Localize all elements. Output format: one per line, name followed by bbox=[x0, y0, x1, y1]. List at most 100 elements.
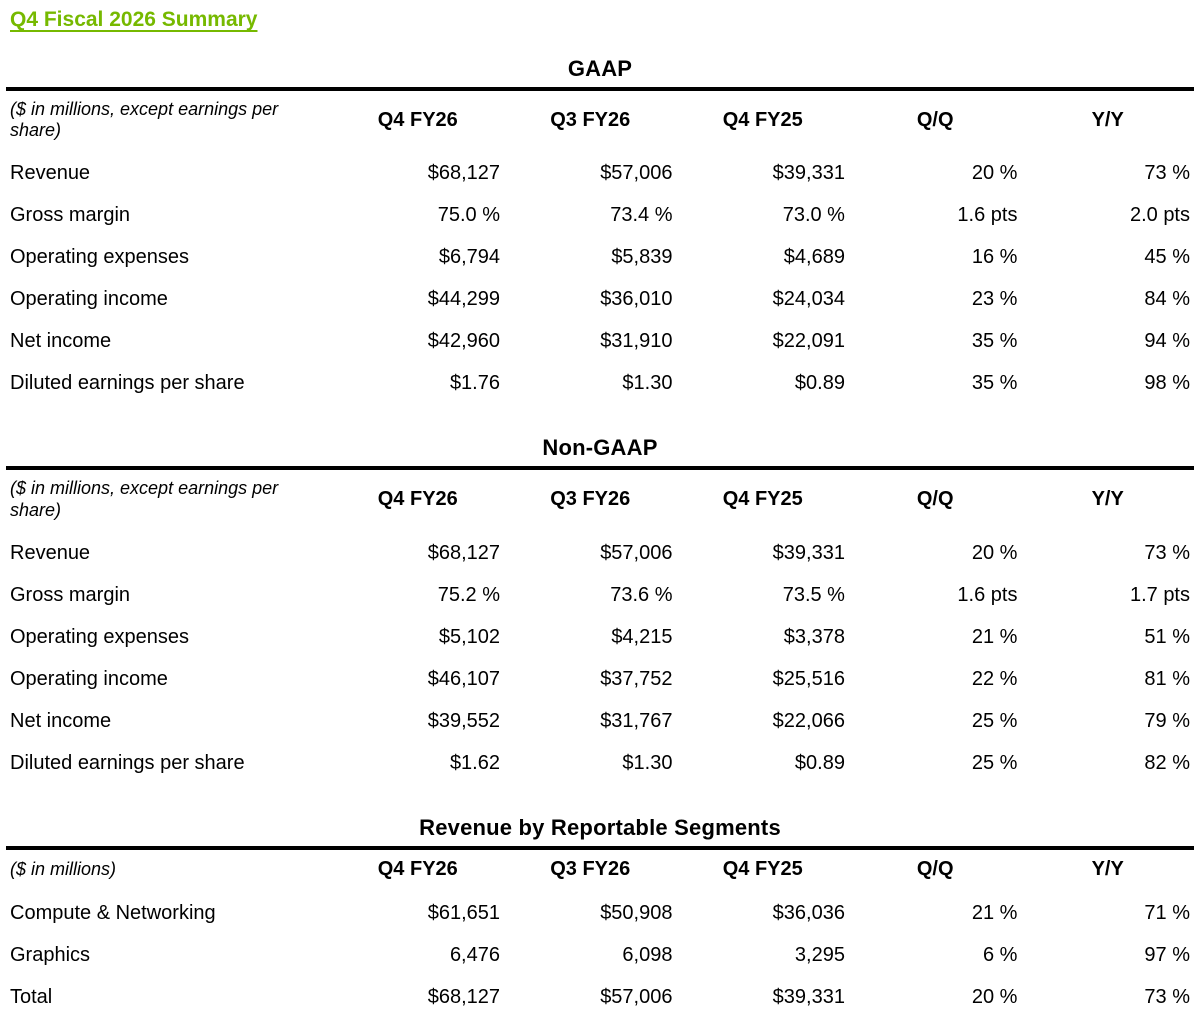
cell-value: 35 % bbox=[971, 330, 1018, 353]
cell-value: $4,689 bbox=[783, 246, 845, 269]
cell-value: $39,331 bbox=[772, 162, 845, 185]
cell-value: 20 % bbox=[971, 985, 1018, 1008]
cell-value: 45 % bbox=[1144, 246, 1190, 269]
cell-value: $50,908 bbox=[600, 901, 673, 924]
cell-value: $57,006 bbox=[600, 541, 673, 564]
cell-value: 73.0 % bbox=[782, 204, 845, 227]
cell-value: $4,215 bbox=[611, 625, 673, 648]
cell-value: $0.89 bbox=[794, 751, 845, 774]
cell-value: 73.5 % bbox=[782, 583, 845, 606]
table-row: Gross margin 75.2 % 73.6 % 73.5 % 1.6 pts 1.7… bbox=[6, 575, 1194, 617]
cell-value: 16 % bbox=[971, 246, 1018, 269]
cell-value: 98 % bbox=[1144, 372, 1190, 395]
column-header-q4-fy25: Q4 FY25 bbox=[722, 488, 803, 511]
page-title-link[interactable]: Q4 Fiscal 2026 Summary bbox=[10, 8, 258, 31]
cell-value: $1.30 bbox=[622, 751, 673, 774]
column-header-q3-fy26: Q3 FY26 bbox=[550, 108, 631, 131]
cell-value: $37,752 bbox=[600, 667, 673, 690]
cell-value: 97 % bbox=[1144, 943, 1190, 966]
cell-value: 6 % bbox=[982, 943, 1018, 966]
cell-value: 79 % bbox=[1144, 709, 1190, 732]
cell-value: 75.0 % bbox=[437, 204, 500, 227]
cell-value: $3,378 bbox=[783, 625, 845, 648]
table-title: GAAP bbox=[567, 56, 633, 81]
cell-value: 71 % bbox=[1144, 901, 1190, 924]
cell-value: 73 % bbox=[1144, 162, 1190, 185]
column-header-q-q: Q/Q bbox=[916, 488, 954, 511]
cell-value: $42,960 bbox=[427, 330, 500, 353]
row-label: Operating expenses bbox=[10, 625, 190, 648]
cell-value: 6,476 bbox=[449, 943, 500, 966]
cell-value: 6,098 bbox=[622, 943, 673, 966]
table-gaap: GAAP ($ in millions, except earnings per… bbox=[6, 56, 1194, 405]
table-body: Revenue $68,127 $57,006 $39,331 20 % 73 % Gros… bbox=[6, 533, 1194, 785]
column-header-y-y: Y/Y bbox=[1091, 857, 1124, 880]
cell-value: 73.4 % bbox=[610, 204, 673, 227]
row-label: Diluted earnings per share bbox=[10, 751, 245, 774]
cell-value: $44,299 bbox=[427, 288, 500, 311]
cell-value: $46,107 bbox=[427, 667, 500, 690]
table-row: Net income $42,960 $31,910 $22,091 35 % 94 % bbox=[6, 321, 1194, 363]
cell-value: $6,794 bbox=[438, 246, 500, 269]
cell-value: $36,036 bbox=[772, 901, 845, 924]
cell-value: $36,010 bbox=[600, 288, 673, 311]
section-divider bbox=[6, 87, 1194, 91]
data-table: ($ in millions, except earnings per shar… bbox=[6, 91, 1194, 405]
cell-value: $57,006 bbox=[600, 985, 673, 1008]
cell-value: $22,091 bbox=[772, 330, 845, 353]
data-table: ($ in millions, except earnings per shar… bbox=[6, 470, 1194, 784]
column-header-q-q: Q/Q bbox=[916, 857, 954, 880]
row-label: Compute & Networking bbox=[10, 901, 216, 924]
unit-note: ($ in millions) bbox=[10, 858, 117, 879]
data-table: ($ in millions) Q4 FY26 Q3 FY26 Q4 FY25 Q/Q… bbox=[6, 850, 1194, 1019]
table-title: Non-GAAP bbox=[542, 435, 658, 461]
table-row: Operating income $44,299 $36,010 $24,034 23 … bbox=[6, 279, 1194, 321]
cell-value: $22,066 bbox=[772, 709, 845, 732]
cell-value: 3,295 bbox=[794, 943, 845, 966]
cell-value: 25 % bbox=[971, 709, 1018, 732]
column-header-q4-fy25: Q4 FY25 bbox=[722, 857, 803, 880]
cell-value: $1.30 bbox=[622, 372, 673, 395]
table-non-gaap: Non-GAAP ($ in millions, except earnings… bbox=[6, 435, 1194, 784]
cell-value: $39,331 bbox=[772, 985, 845, 1008]
cell-value: 23 % bbox=[971, 288, 1018, 311]
header-row: ($ in millions) Q4 FY26 Q3 FY26 Q4 FY25 Q/Q… bbox=[6, 850, 1194, 893]
cell-value: 1.6 pts bbox=[957, 204, 1018, 227]
cell-value: $0.89 bbox=[794, 372, 845, 395]
cell-value: 51 % bbox=[1144, 625, 1190, 648]
cell-value: 22 % bbox=[971, 667, 1018, 690]
cell-value: $57,006 bbox=[600, 162, 673, 185]
row-label: Net income bbox=[10, 330, 112, 353]
cell-value: 21 % bbox=[971, 625, 1018, 648]
cell-value: 94 % bbox=[1144, 330, 1190, 353]
table-title: Revenue by Reportable Segments bbox=[419, 814, 781, 840]
cell-value: 84 % bbox=[1144, 288, 1190, 311]
section-divider bbox=[6, 466, 1194, 471]
summary-tables: GAAP ($ in millions, except earnings per… bbox=[6, 56, 1194, 1019]
table-body: Revenue $68,127 $57,006 $39,331 20 % 73 % Gros… bbox=[6, 153, 1194, 405]
header-row: ($ in millions, except earnings per shar… bbox=[6, 470, 1194, 532]
cell-value: 73 % bbox=[1144, 985, 1190, 1008]
header-row: ($ in millions, except earnings per shar… bbox=[6, 91, 1194, 153]
table-row: Net income $39,552 $31,767 $22,066 25 % 79 % bbox=[6, 701, 1194, 743]
row-label: Gross margin bbox=[10, 204, 131, 227]
cell-value: 21 % bbox=[971, 901, 1018, 924]
column-header-y-y: Y/Y bbox=[1091, 108, 1124, 131]
row-label: Revenue bbox=[10, 541, 91, 564]
table-row: Revenue $68,127 $57,006 $39,331 20 % 73 % bbox=[6, 153, 1194, 195]
column-header-y-y: Y/Y bbox=[1091, 488, 1124, 511]
table-row: Gross margin 75.0 % 73.4 % 73.0 % 1.6 pts 2.0… bbox=[6, 195, 1194, 237]
table-row: Diluted earnings per share $1.76 $1.30 $0.8… bbox=[6, 363, 1194, 405]
row-label: Diluted earnings per share bbox=[10, 372, 245, 395]
column-header-q4-fy26: Q4 FY26 bbox=[377, 857, 458, 880]
cell-value: $31,910 bbox=[600, 330, 673, 353]
cell-value: 1.7 pts bbox=[1129, 583, 1190, 606]
row-label: Gross margin bbox=[10, 583, 131, 606]
row-label: Graphics bbox=[10, 943, 91, 966]
row-label: Operating expenses bbox=[10, 246, 190, 269]
cell-value: 25 % bbox=[971, 751, 1018, 774]
unit-note: ($ in millions, except earnings per shar… bbox=[10, 478, 279, 520]
cell-value: $39,552 bbox=[427, 709, 500, 732]
row-label: Revenue bbox=[10, 162, 91, 185]
table-body: Compute & Networking $61,651 $50,908 $36,03… bbox=[6, 893, 1194, 1019]
